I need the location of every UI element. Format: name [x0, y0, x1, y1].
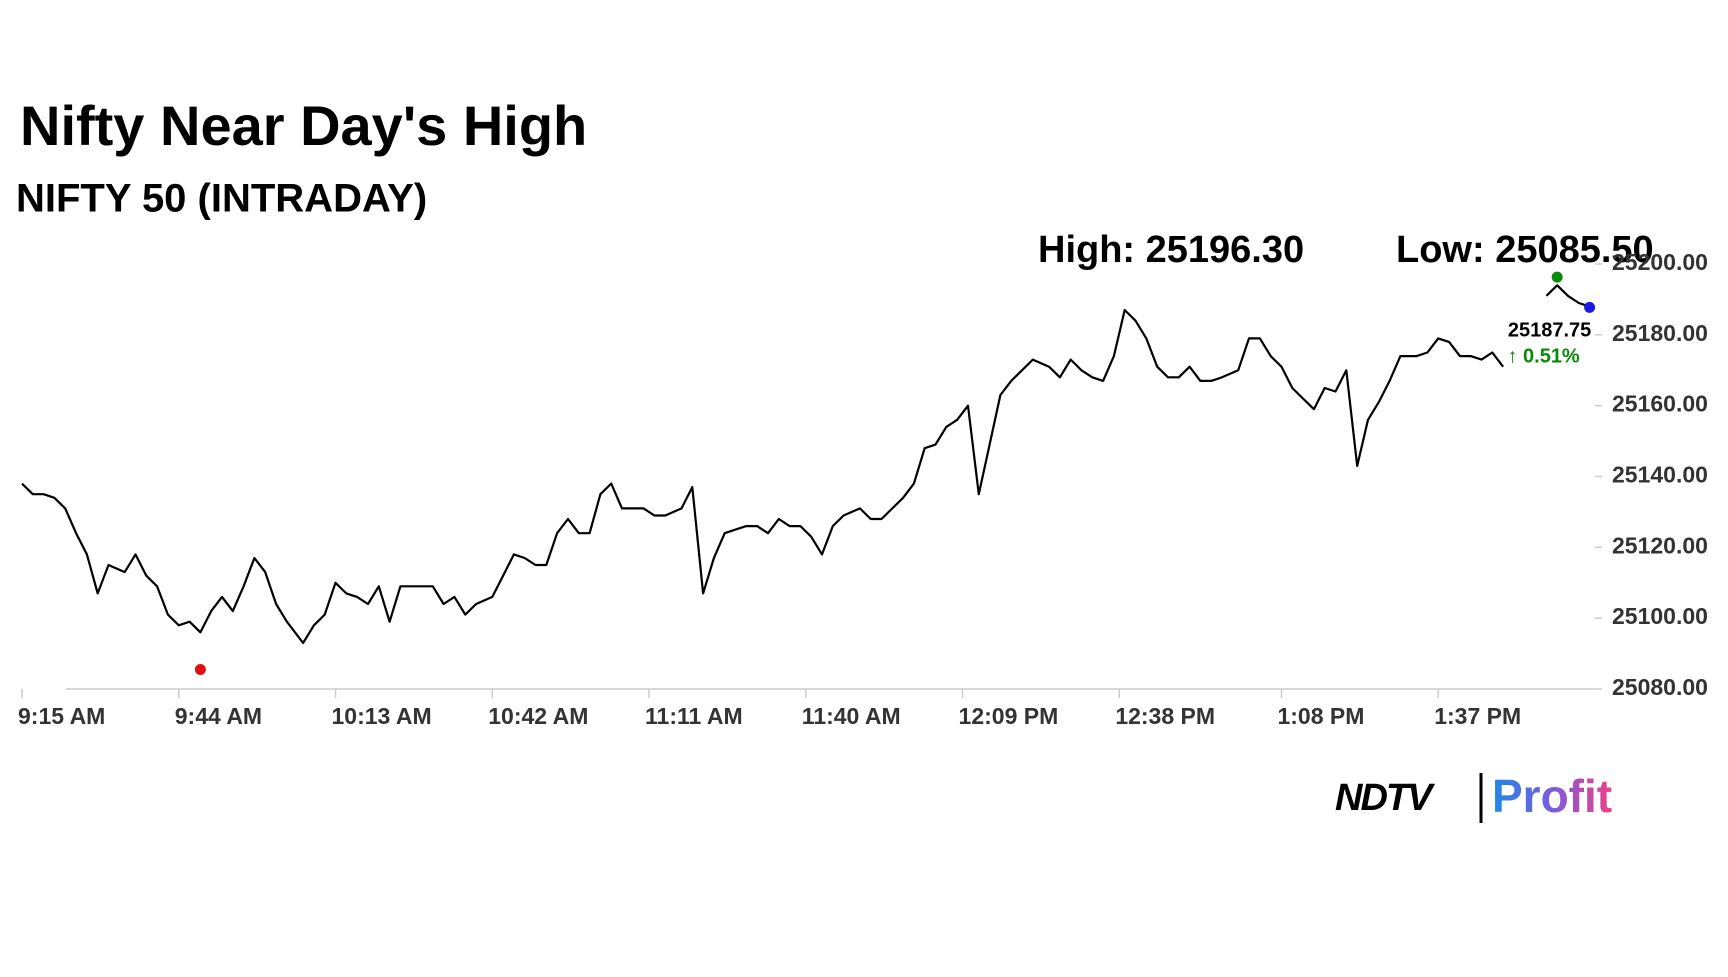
x-tick-label: 12:09 PM	[959, 703, 1059, 729]
y-tick-label: 25160.00	[1612, 391, 1708, 417]
low-annotation: Low: 25085.50	[1396, 229, 1654, 271]
marker	[194, 664, 206, 676]
x-tick-label: 9:44 AM	[175, 703, 262, 729]
y-tick-label: 25140.00	[1612, 462, 1708, 488]
x-tick-label: 9:15 AM	[18, 703, 105, 729]
chart-title: Nifty Near Day's High	[20, 94, 587, 157]
price-line	[21, 284, 1590, 645]
change-label: ↑ 0.51%	[1507, 346, 1579, 368]
x-tick-label: 1:08 PM	[1277, 703, 1364, 729]
y-tick-label: 25080.00	[1612, 674, 1708, 700]
logo-profit: Profit	[1492, 770, 1612, 822]
marker	[1584, 301, 1596, 313]
x-tick-label: 10:42 AM	[488, 703, 588, 729]
x-tick-label: 11:11 AM	[645, 703, 743, 729]
high-annotation: High: 25196.30	[1038, 229, 1304, 271]
y-tick-label: 25100.00	[1612, 603, 1708, 629]
y-tick-label: 25180.00	[1612, 320, 1708, 346]
x-tick-label: 12:38 PM	[1115, 703, 1215, 729]
y-tick-label: 25120.00	[1612, 532, 1708, 558]
marker	[1551, 271, 1563, 283]
x-tick-label: 1:37 PM	[1434, 703, 1521, 729]
current-value-label: 25187.75	[1508, 320, 1591, 342]
x-tick-label: 11:40 AM	[802, 703, 901, 729]
x-tick-label: 10:13 AM	[332, 703, 432, 729]
y-tick-label: 25200.00	[1612, 249, 1708, 275]
logo-ndtv: NDTV	[1335, 777, 1435, 819]
chart-subtitle: NIFTY 50 (INTRADAY)	[16, 177, 427, 221]
